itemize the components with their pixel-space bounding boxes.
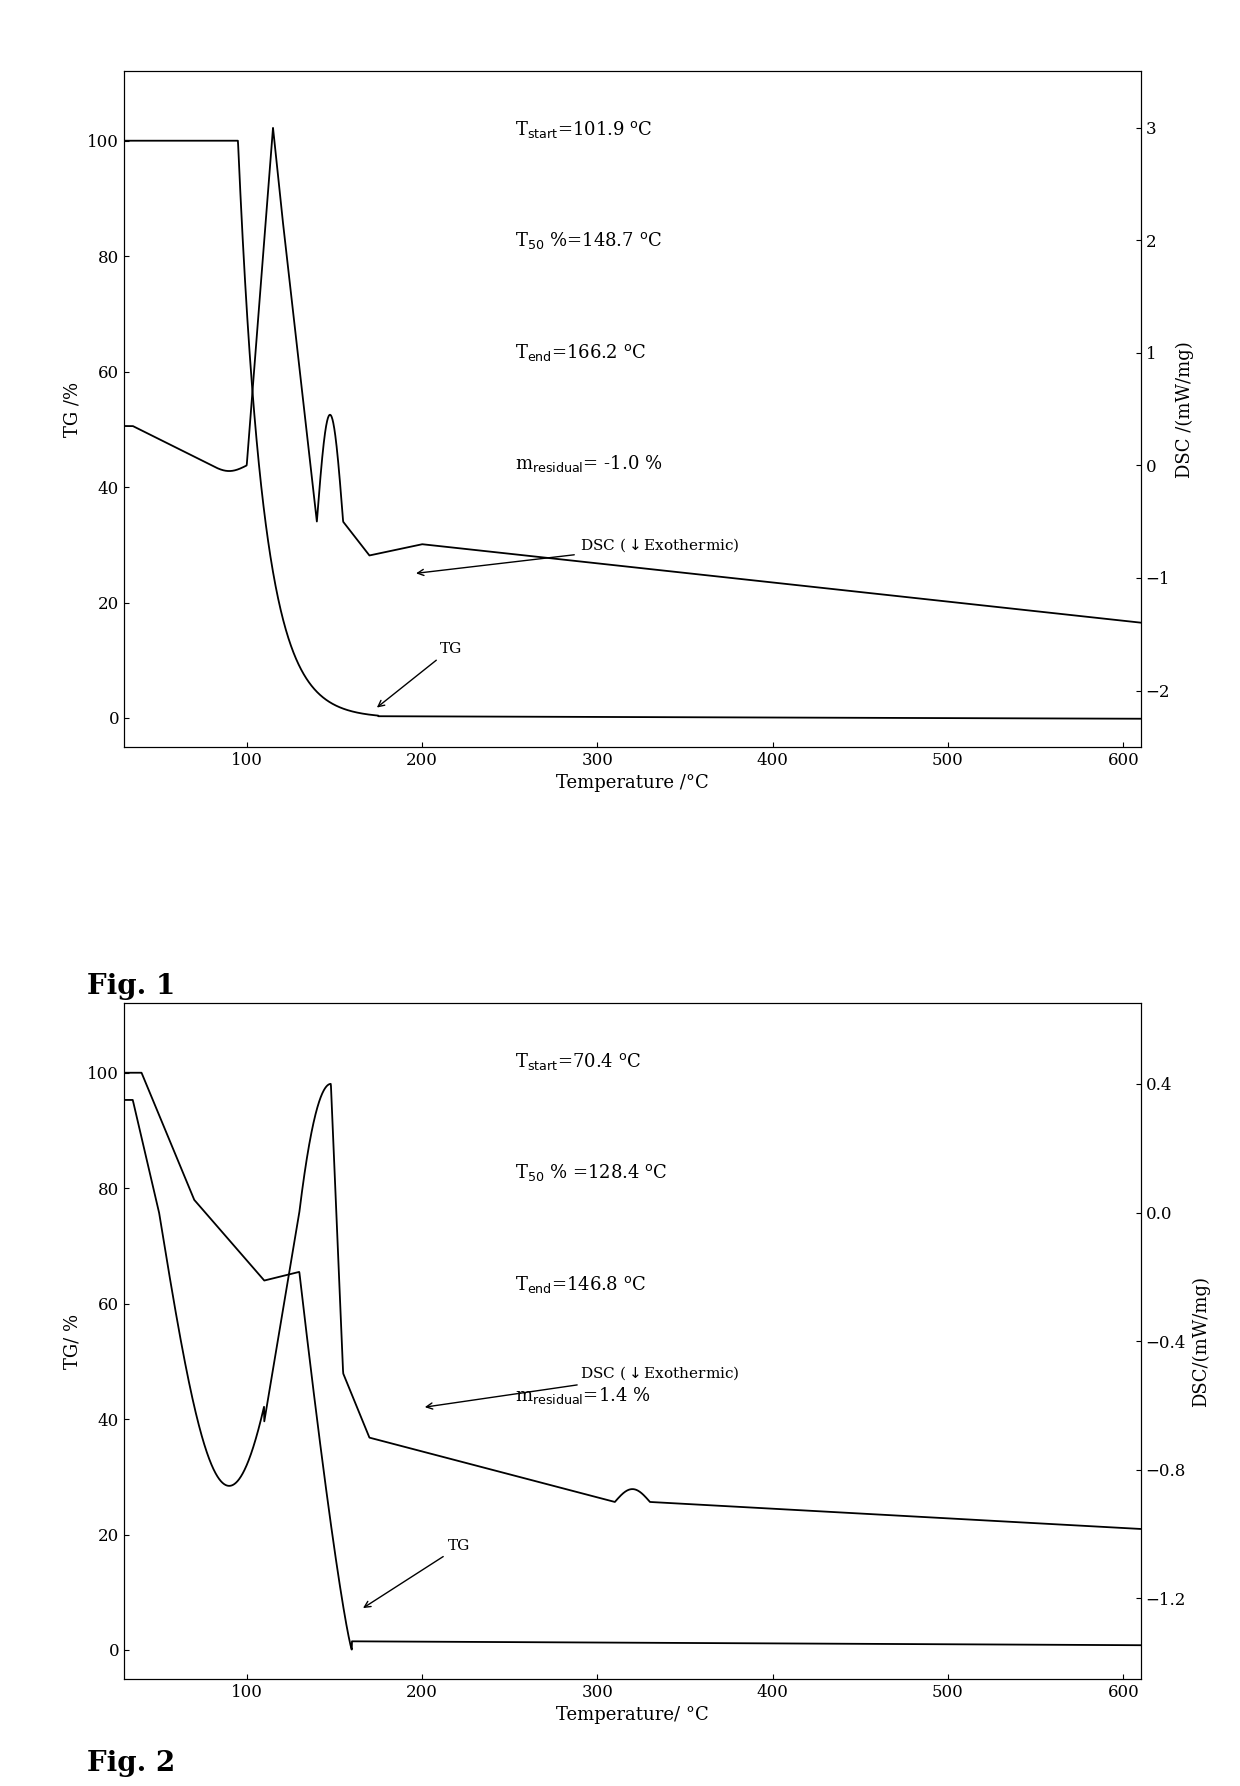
Text: TG: TG (365, 1540, 471, 1607)
Y-axis label: TG /%: TG /% (63, 382, 82, 438)
Text: T$_{50}$ % =128.4 $^{\rm o}$C: T$_{50}$ % =128.4 $^{\rm o}$C (516, 1163, 668, 1182)
Text: T$_{\rm end}$=146.8 $^{\rm o}$C: T$_{\rm end}$=146.8 $^{\rm o}$C (516, 1273, 646, 1295)
Text: T$_{\rm start}$=101.9 $^{\rm o}$C: T$_{\rm start}$=101.9 $^{\rm o}$C (516, 118, 653, 139)
Text: T$_{50}$ %=148.7 $^{\rm o}$C: T$_{50}$ %=148.7 $^{\rm o}$C (516, 230, 662, 252)
Text: Fig. 1: Fig. 1 (87, 973, 175, 1000)
Y-axis label: DSC/(mW/mg): DSC/(mW/mg) (1192, 1275, 1210, 1407)
Text: DSC ($\downarrow$Exothermic): DSC ($\downarrow$Exothermic) (427, 1365, 739, 1409)
Y-axis label: DSC /(mW/mg): DSC /(mW/mg) (1176, 341, 1194, 477)
Text: T$_{\rm start}$=70.4 $^{\rm o}$C: T$_{\rm start}$=70.4 $^{\rm o}$C (516, 1050, 641, 1072)
Text: T$_{\rm end}$=166.2 $^{\rm o}$C: T$_{\rm end}$=166.2 $^{\rm o}$C (516, 341, 646, 363)
Text: Fig. 2: Fig. 2 (87, 1750, 175, 1777)
Text: m$_{\rm residual}$=1.4 %: m$_{\rm residual}$=1.4 % (516, 1386, 651, 1406)
X-axis label: Temperature/ °C: Temperature/ °C (556, 1706, 709, 1723)
Text: DSC ($\downarrow$Exothermic): DSC ($\downarrow$Exothermic) (418, 536, 739, 575)
Y-axis label: TG/ %: TG/ % (63, 1313, 82, 1368)
X-axis label: Temperature /°C: Temperature /°C (556, 775, 709, 793)
Text: m$_{\rm residual}$= -1.0 %: m$_{\rm residual}$= -1.0 % (516, 454, 662, 473)
Text: TG: TG (378, 641, 463, 707)
